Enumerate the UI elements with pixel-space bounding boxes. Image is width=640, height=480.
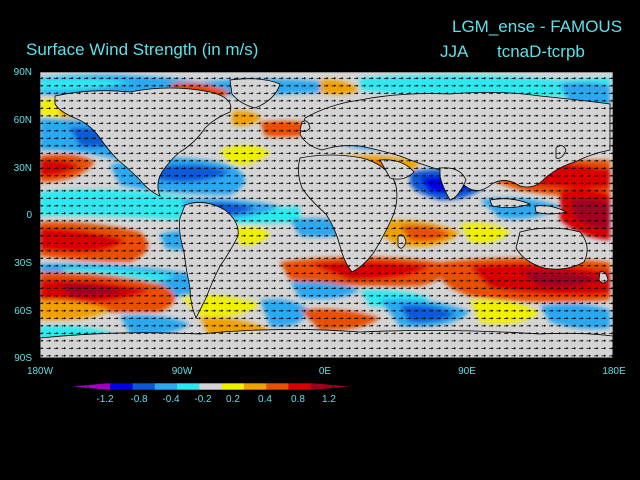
experiment-label: tcnaD-tcrpb: [497, 42, 585, 61]
season-label: JJA: [440, 42, 469, 61]
colorbar-swatch-7: [221, 383, 245, 390]
colorbar-label-1: -1.2: [96, 394, 114, 405]
colorbar-swatch-10: [288, 383, 312, 390]
colorbar-label-4: -0.2: [194, 394, 212, 405]
lon-label-180w: 180W: [26, 366, 54, 377]
map-frame: [39, 71, 614, 359]
lat-label-0: 0: [26, 210, 32, 221]
lat-label-30s: 30S: [14, 258, 32, 269]
colorbar-swatch-9: [266, 383, 289, 390]
plot-title: Surface Wind Strength (in m/s): [26, 40, 259, 59]
wind-vectors: [40, 72, 613, 358]
lon-label-90e: 90E: [458, 366, 476, 377]
lon-label-180e: 180E: [602, 366, 626, 377]
colorbar: [72, 382, 349, 391]
colorbar-swatch-5: [177, 383, 200, 390]
colorbar-swatch-4: [154, 383, 178, 390]
colorbar-swatch-8: [243, 383, 267, 390]
colorbar-swatch-6: [199, 383, 222, 390]
lat-label-90n: 90N: [13, 67, 32, 78]
wind-anomaly-field: [40, 72, 613, 358]
colorbar-label-7: 0.8: [291, 394, 305, 405]
lat-label-30n: 30N: [13, 163, 32, 174]
lon-label-0e: 0E: [318, 366, 332, 377]
experiment-title: LGM_ense - FAMOUS: [452, 17, 623, 36]
lat-label-60s: 60S: [14, 306, 32, 317]
colorbar-swatch-1: [72, 383, 111, 390]
lon-label-90w: 90W: [171, 366, 193, 377]
colorbar-label-8: 1.2: [322, 394, 336, 405]
lat-label-90s: 90S: [14, 353, 32, 364]
colorbar-swatch-11: [310, 383, 349, 390]
colorbar-swatch-3: [132, 383, 156, 390]
colorbar-label-3: -0.4: [162, 394, 180, 405]
colorbar-swatch-2: [110, 383, 133, 390]
colorbar-label-6: 0.4: [258, 394, 272, 405]
colorbar-label-5: 0.2: [226, 394, 240, 405]
lat-label-60n: 60N: [13, 115, 32, 126]
colorbar-label-2: -0.8: [130, 394, 148, 405]
